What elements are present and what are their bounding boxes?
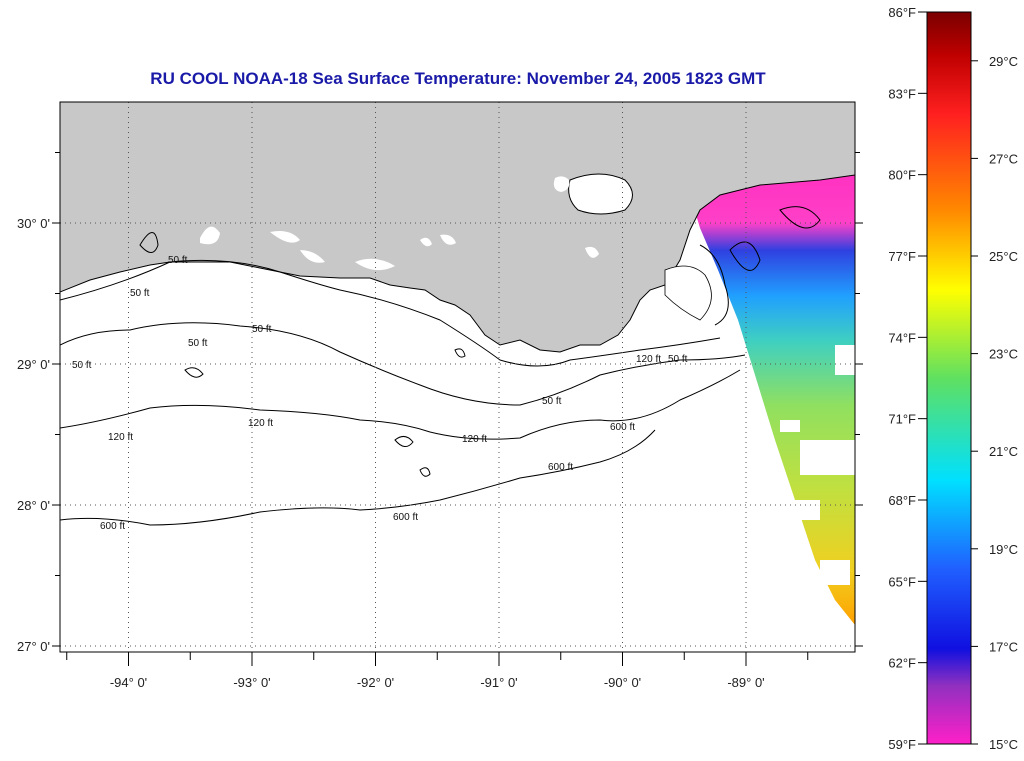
lon-tick-label: -91° 0' — [480, 675, 517, 690]
plot-frame — [59, 101, 856, 653]
colorbar-c-label: 23°C — [989, 347, 1018, 362]
contour-label-120ft: 120 ft — [462, 434, 487, 445]
colorbar-f-label: 86°F — [888, 5, 916, 20]
colorbar-f-label: 68°F — [888, 493, 916, 508]
colorbar-c-label: 15°C — [989, 737, 1018, 752]
colorbar-f-label: 83°F — [888, 86, 916, 101]
contour-label-50ft: 50 ft — [542, 396, 562, 407]
graticule — [60, 102, 855, 652]
lat-tick-label: 29° 0' — [17, 357, 50, 372]
lon-tick-label: -94° 0' — [110, 675, 147, 690]
colorbar-fahrenheit-labels: 86°F 83°F 80°F 77°F 74°F 71°F 68°F 65°F 62°F 59°F — [888, 5, 927, 752]
lon-tick-label: -92° 0' — [357, 675, 394, 690]
land — [60, 102, 855, 353]
contour-label-50ft: 50 ft — [130, 288, 150, 299]
colorbar-f-label: 62°F — [888, 656, 916, 671]
colorbar-f-label: 80°F — [888, 168, 916, 183]
colorbar-f-label: 59°F — [888, 737, 916, 752]
colorbar-c-label: 17°C — [989, 639, 1018, 654]
lon-tick-label: -89° 0' — [727, 675, 764, 690]
colorbar-c-label: 29°C — [989, 54, 1018, 69]
cloud-gaps — [780, 345, 855, 585]
contour-label-120ft: 120 ft — [108, 432, 133, 443]
map-title: RU COOL NOAA-18 Sea Surface Temperature:… — [150, 69, 766, 88]
lat-tick-label: 28° 0' — [17, 498, 50, 513]
colorbar-f-label: 65°F — [888, 574, 916, 589]
latitude-axis: 30° 0' 29° 0' 28° 0' 27° 0' — [17, 152, 863, 654]
colorbar-f-label: 71°F — [888, 412, 916, 427]
contour-label-50ft: 50 ft — [668, 354, 688, 365]
contour-label-50ft: 50 ft — [252, 324, 272, 335]
colorbar-celsius-labels: 29°C 27°C 25°C 23°C 21°C 19°C 17°C 15°C — [971, 54, 1018, 752]
contour-label-50ft: 50 ft — [188, 338, 208, 349]
colorbar-c-label: 21°C — [989, 444, 1018, 459]
colorbar — [926, 11, 972, 745]
lat-tick-label: 30° 0' — [17, 216, 50, 231]
contour-label-120ft: 120 ft — [248, 418, 273, 429]
colorbar-f-label: 77°F — [888, 249, 916, 264]
lon-tick-label: -90° 0' — [604, 675, 641, 690]
contour-label-50ft: 50 ft — [168, 255, 188, 266]
colorbar-c-label: 27°C — [989, 151, 1018, 166]
lon-tick-label: -93° 0' — [233, 675, 270, 690]
colorbar-f-label: 74°F — [888, 330, 916, 345]
depth-contours — [60, 206, 821, 526]
contour-label-120ft: 120 ft — [636, 354, 661, 365]
longitude-axis: -94° 0' -93° 0' -92° 0' -91° 0' -90° 0' -89° … — [66, 652, 809, 690]
inland-water — [200, 226, 599, 271]
contour-label-50ft: 50 ft — [72, 360, 92, 371]
contour-label-600ft: 600 ft — [393, 512, 418, 523]
contour-label-600ft: 600 ft — [548, 462, 573, 473]
colorbar-c-label: 25°C — [989, 249, 1018, 264]
lat-tick-label: 27° 0' — [17, 639, 50, 654]
contour-label-600ft: 600 ft — [100, 521, 125, 532]
colorbar-c-label: 19°C — [989, 542, 1018, 557]
